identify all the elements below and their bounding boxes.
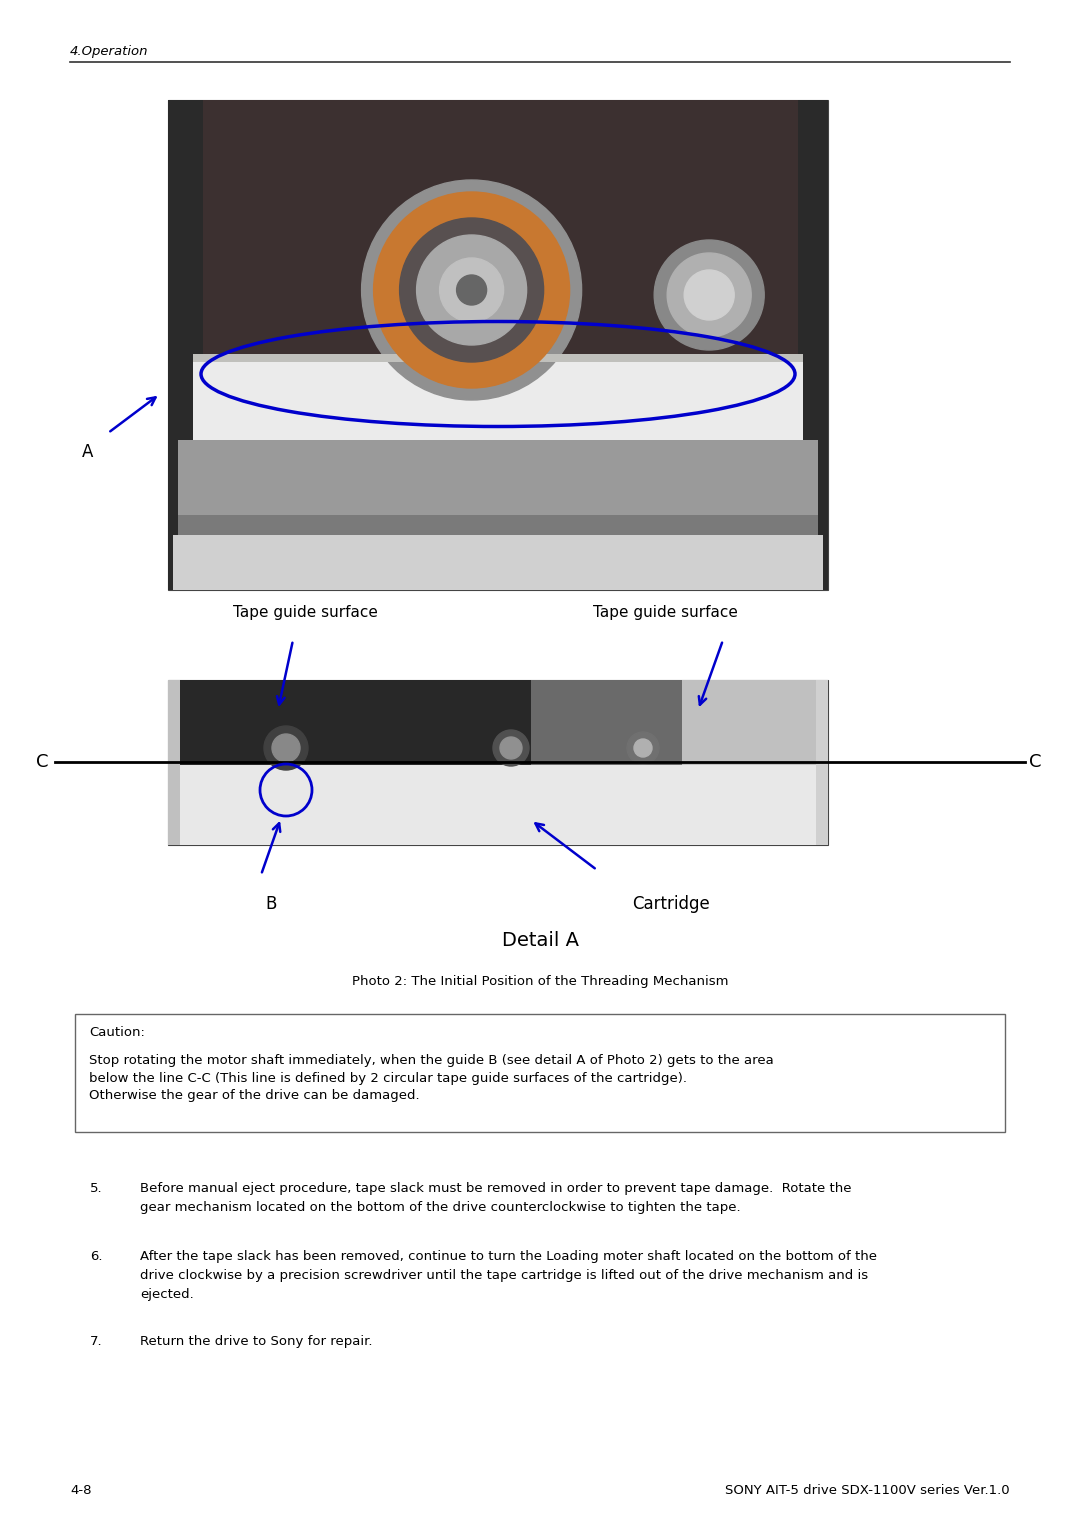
Text: B: B: [266, 895, 276, 913]
Bar: [798, 99, 828, 589]
Text: Otherwise the gear of the drive can be damaged.: Otherwise the gear of the drive can be d…: [89, 1089, 420, 1102]
Circle shape: [417, 235, 527, 345]
Circle shape: [667, 253, 752, 337]
Bar: [193, 354, 804, 362]
Circle shape: [400, 218, 543, 362]
Bar: [531, 680, 828, 765]
Bar: [173, 534, 823, 589]
Text: 6.: 6.: [90, 1251, 103, 1263]
Circle shape: [374, 192, 569, 388]
Text: Stop rotating the motor shaft immediately, when the guide B (see detail A of Pho: Stop rotating the motor shaft immediatel…: [89, 1054, 773, 1067]
Bar: [193, 363, 798, 399]
Text: C: C: [36, 753, 49, 771]
Bar: [681, 680, 827, 765]
Circle shape: [500, 738, 522, 759]
Circle shape: [264, 725, 308, 770]
Circle shape: [457, 275, 487, 305]
Text: 7.: 7.: [90, 1335, 103, 1348]
Circle shape: [685, 270, 734, 321]
Text: Caution:: Caution:: [89, 1026, 145, 1038]
Text: Detail A: Detail A: [501, 930, 579, 950]
Text: Photo 2: The Initial Position of the Threading Mechanism: Photo 2: The Initial Position of the Thr…: [352, 976, 728, 988]
Text: Return the drive to Sony for repair.: Return the drive to Sony for repair.: [140, 1335, 373, 1348]
Bar: [75, 1014, 1005, 1132]
Circle shape: [654, 240, 765, 350]
Text: SONY AIT-5 drive SDX-1100V series Ver.1.0: SONY AIT-5 drive SDX-1100V series Ver.1.…: [726, 1484, 1010, 1496]
Bar: [178, 440, 818, 560]
Text: 4-8: 4-8: [70, 1484, 92, 1496]
Bar: [173, 765, 823, 844]
Bar: [168, 680, 828, 844]
Circle shape: [440, 258, 503, 322]
Text: Cartridge: Cartridge: [632, 895, 710, 913]
Text: After the tape slack has been removed, continue to turn the Loading moter shaft : After the tape slack has been removed, c…: [140, 1251, 877, 1301]
Circle shape: [272, 734, 300, 762]
Text: Tape guide surface: Tape guide surface: [233, 605, 378, 620]
Circle shape: [492, 730, 529, 767]
Bar: [168, 680, 180, 844]
Text: below the line C-C (This line is defined by 2 circular tape guide surfaces of th: below the line C-C (This line is defined…: [89, 1072, 687, 1086]
Bar: [168, 680, 531, 765]
Circle shape: [634, 739, 652, 757]
Bar: [168, 99, 828, 370]
Text: A: A: [82, 443, 94, 461]
Text: 5.: 5.: [90, 1182, 103, 1196]
Text: Tape guide surface: Tape guide surface: [593, 605, 738, 620]
Text: Before manual eject procedure, tape slack must be removed in order to prevent ta: Before manual eject procedure, tape slac…: [140, 1182, 851, 1214]
Text: 4.Operation: 4.Operation: [70, 46, 149, 58]
Circle shape: [362, 180, 582, 400]
Bar: [816, 680, 828, 844]
Bar: [168, 680, 828, 765]
Text: C: C: [1029, 753, 1041, 771]
Bar: [168, 99, 203, 589]
Bar: [168, 99, 828, 589]
Circle shape: [627, 731, 659, 764]
Bar: [193, 354, 804, 449]
Bar: [178, 515, 818, 541]
